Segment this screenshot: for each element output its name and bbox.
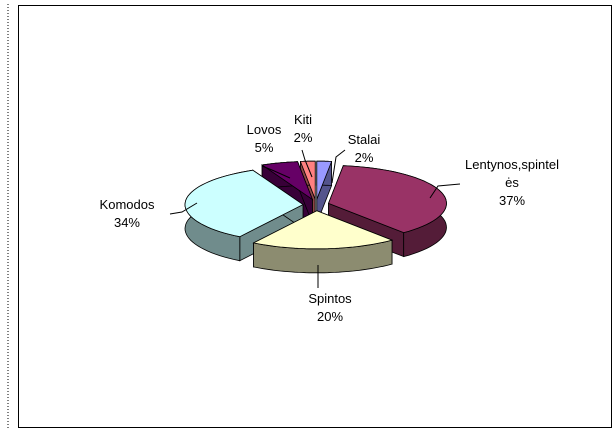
category-label: Lovos [246, 122, 282, 137]
slice [316, 160, 333, 200]
slice [184, 169, 304, 262]
slice [252, 210, 394, 274]
leader-line [261, 165, 291, 179]
data-label: Kiti 2% [294, 111, 313, 147]
leader-lines [169, 149, 461, 288]
chart-border [18, 5, 612, 428]
data-label: Komodos 34% [100, 196, 155, 232]
slice [316, 160, 333, 224]
value-label: 5% [254, 140, 274, 155]
value-label: 20% [316, 309, 344, 324]
data-label: Lentynos,spintelės 37% [462, 156, 562, 210]
slice [327, 165, 447, 234]
value-label: 34% [113, 215, 141, 230]
leader-line [169, 202, 198, 215]
leader-line [429, 183, 461, 199]
slice [252, 210, 394, 250]
category-label: Komodos [99, 197, 155, 212]
data-label: Spintos 20% [308, 290, 351, 326]
value-label: 2% [293, 130, 313, 145]
value-label: 37% [498, 193, 526, 208]
value-label: 2% [354, 150, 374, 165]
data-label: Lovos 5% [247, 121, 282, 157]
leader-line [301, 149, 313, 178]
leader-line [331, 149, 346, 184]
category-label: Spintos [308, 291, 352, 306]
data-label: Stalai 2% [348, 131, 381, 167]
slice [184, 169, 304, 238]
slice [299, 160, 316, 200]
category-label: Stalai [347, 132, 381, 147]
category-label: Kiti [293, 112, 313, 127]
category-label: Lentynos,spintelės [465, 157, 559, 190]
pie [184, 160, 447, 274]
